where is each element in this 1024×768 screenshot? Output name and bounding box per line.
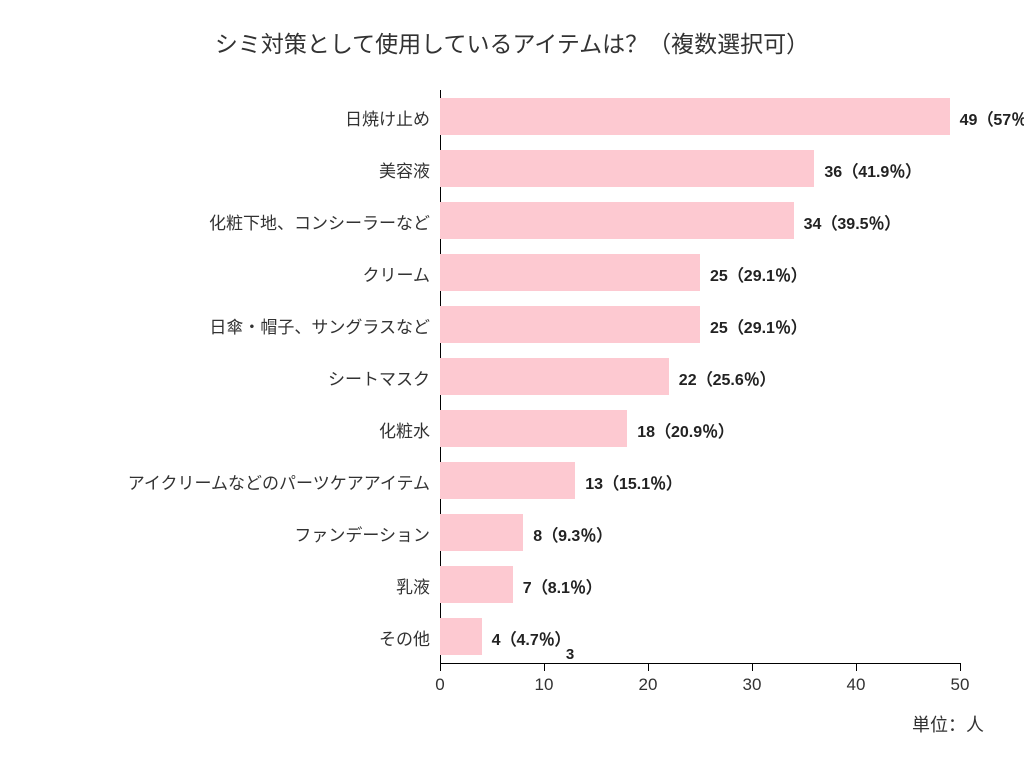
x-tick-label: 20 [639,675,658,695]
chart-title: シミ対策として使用しているアイテムは？（複数選択可） [0,25,1024,59]
bar [440,566,513,603]
category-label: その他 [10,625,430,650]
x-tick-label: 0 [435,675,444,695]
chart-canvas: シミ対策として使用しているアイテムは？（複数選択可） 0 10 20 30 40 50 49… [0,0,1024,768]
category-label: クリーム [10,261,430,286]
category-label: シートマスク [10,365,430,390]
value-label: 22（25.6％） [679,366,776,390]
bar [440,254,700,291]
value-label: 13（15.1％） [585,470,682,494]
bar [440,150,814,187]
stray-label-3: 3 [566,646,574,663]
category-label: 乳液 [10,573,430,598]
bar [440,618,482,655]
category-label: 化粧水 [10,417,430,442]
category-label: 美容液 [10,157,430,182]
x-tick [440,663,441,671]
unit-label: 単位：人 [912,711,984,737]
x-axis [440,663,960,664]
bar [440,462,575,499]
value-label: 34（39.5％） [804,210,901,234]
bar [440,410,627,447]
value-label: 8（9.3％） [533,522,612,546]
bar [440,514,523,551]
value-label: 18（20.9％） [637,418,734,442]
x-tick [544,663,545,671]
value-label: 25（29.1％） [710,262,807,286]
category-label: アイクリームなどのパーツケアアイテム [10,469,430,494]
value-label: 7（8.1％） [523,574,602,598]
value-label: 49（57％） [960,106,1024,130]
x-tick-label: 10 [535,675,554,695]
value-label: 25（29.1％） [710,314,807,338]
x-tick-label: 40 [847,675,866,695]
x-tick [648,663,649,671]
x-tick [960,663,961,671]
category-label: 日焼け止め [10,105,430,130]
x-tick [752,663,753,671]
x-tick-label: 30 [743,675,762,695]
category-label: 日傘・帽子、サングラスなど [10,313,430,338]
category-label: ファンデーション [10,521,430,546]
bar [440,358,669,395]
bar [440,98,950,135]
plot-area: 0102030405049（57％）36（41.9％）34（39.5％）25（2… [440,90,960,663]
x-tick [856,663,857,671]
bar [440,306,700,343]
value-label: 36（41.9％） [824,158,921,182]
x-tick-label: 50 [951,675,970,695]
value-label: 4（4.7％） [492,626,571,650]
category-label: 化粧下地、コンシーラーなど [10,209,430,234]
bar [440,202,794,239]
